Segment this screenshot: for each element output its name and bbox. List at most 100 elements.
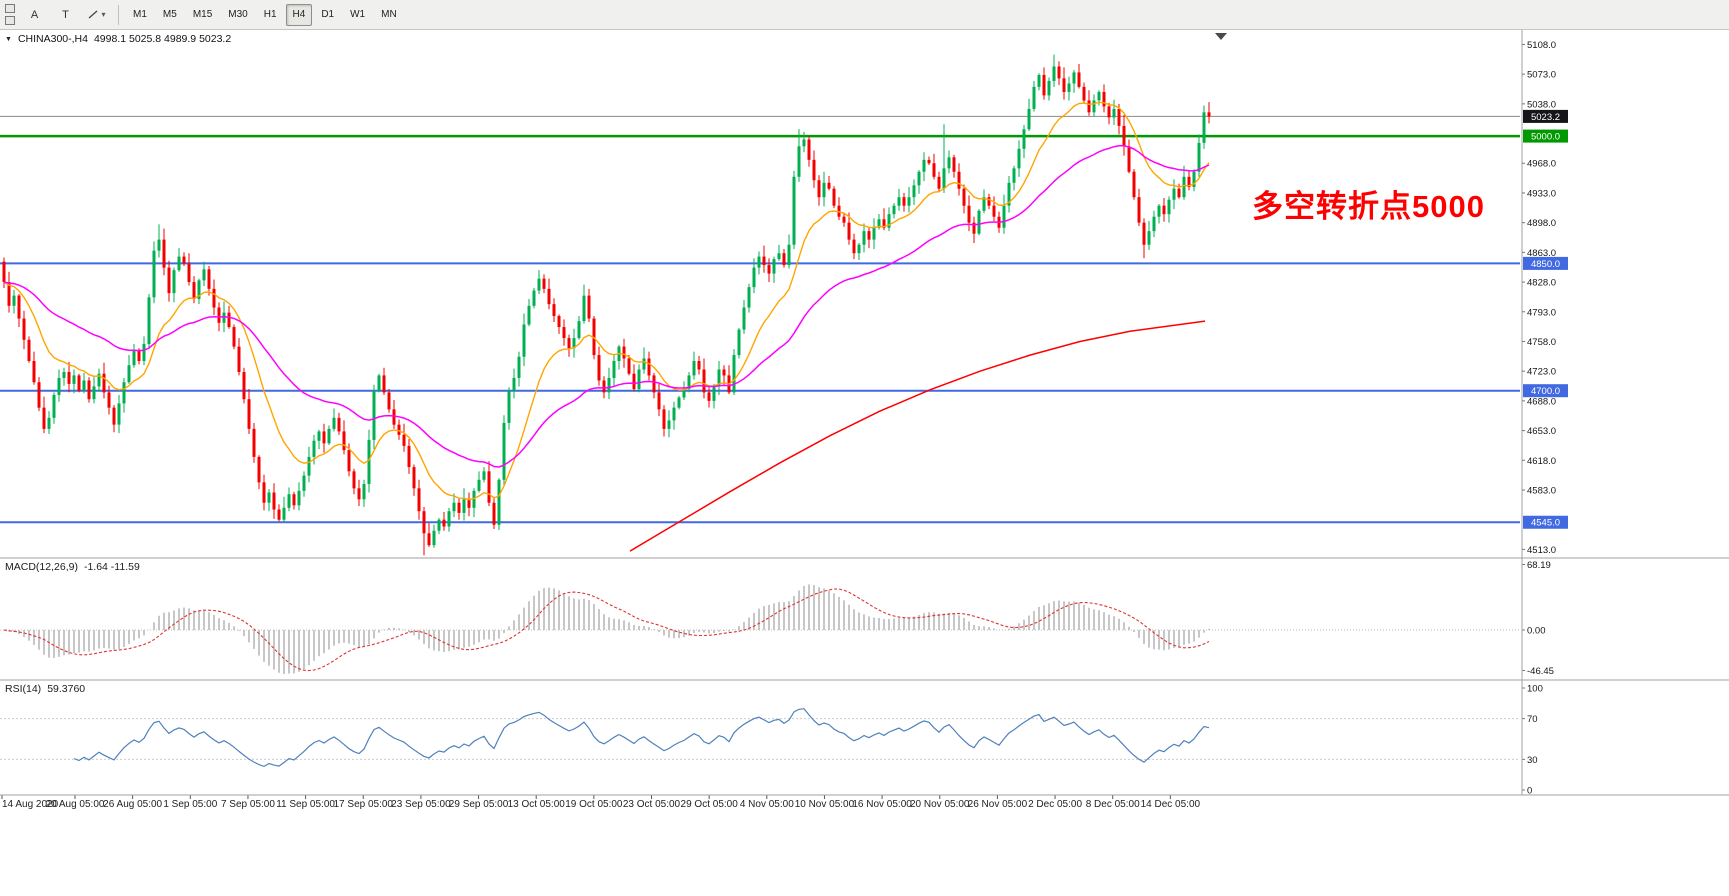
candles-layer xyxy=(2,54,1211,556)
rsi-indicator-label: RSI(14) 59.3760 xyxy=(5,683,85,695)
macd-indicator-label: MACD(12,26,9) -1.64 -11.59 xyxy=(5,561,140,573)
svg-text:14 Dec 05:00: 14 Dec 05:00 xyxy=(1141,799,1201,810)
svg-text:-46.45: -46.45 xyxy=(1527,666,1554,677)
svg-text:4513.0: 4513.0 xyxy=(1527,545,1556,556)
svg-text:5073.0: 5073.0 xyxy=(1527,70,1556,81)
text-tool-button[interactable]: T xyxy=(62,8,69,21)
top-toolbar: A T ▾ M1 M5 M15 M30 H1 H4 D1 W1 MN xyxy=(0,0,1729,30)
timeframe-button-m15[interactable]: M15 xyxy=(192,9,213,20)
svg-text:11 Sep 05:00: 11 Sep 05:00 xyxy=(276,799,335,810)
rsi-panel: 100 70 30 0 xyxy=(0,684,1543,797)
svg-text:100: 100 xyxy=(1527,684,1543,695)
moving-averages xyxy=(3,101,1210,552)
svg-text:8 Dec 05:00: 8 Dec 05:00 xyxy=(1086,799,1140,810)
svg-text:4793.0: 4793.0 xyxy=(1527,307,1556,318)
svg-text:20 Nov 05:00: 20 Nov 05:00 xyxy=(910,799,970,810)
timeframe-button-mn[interactable]: MN xyxy=(381,9,397,20)
draw-tool-button[interactable]: ▾ xyxy=(82,3,111,26)
chart-window-icon xyxy=(5,4,15,13)
timeframe-button-h4[interactable]: H4 xyxy=(285,3,313,26)
timeframe-button-m30[interactable]: M30 xyxy=(228,9,248,20)
price-badge-4545.0: 4545.0 xyxy=(1523,515,1568,529)
timeframe-button-h1[interactable]: H1 xyxy=(263,9,277,20)
rsi-name: RSI(14) xyxy=(5,683,42,695)
rsi-value: 59.3760 xyxy=(47,683,86,695)
svg-text:4933.0: 4933.0 xyxy=(1527,188,1556,199)
long-ma-line xyxy=(629,320,1206,552)
price-badge-4850.0: 4850.0 xyxy=(1523,256,1568,270)
chart-title: ▼ CHINA300-,H4 4998.1 5025.8 4989.9 5023… xyxy=(5,33,231,45)
svg-text:4850.0: 4850.0 xyxy=(1531,259,1560,270)
macd-name: MACD(12,26,9) xyxy=(5,561,78,573)
trendline-icon xyxy=(89,10,98,19)
svg-text:4898.0: 4898.0 xyxy=(1527,218,1556,229)
price-badge-4700.0: 4700.0 xyxy=(1523,384,1568,398)
svg-text:4583.0: 4583.0 xyxy=(1527,485,1556,496)
caret-down-icon: ▾ xyxy=(101,10,106,19)
symbol-period-label: CHINA300-,H4 xyxy=(17,33,88,45)
svg-text:10 Nov 05:00: 10 Nov 05:00 xyxy=(795,799,855,810)
svg-text:14 Aug 2020: 14 Aug 2020 xyxy=(2,799,59,810)
price-badge-5000.0: 5000.0 xyxy=(1523,129,1568,143)
price-axis: 5108.0 5073.0 5038.0 4968.0 4933.0 4898.0 4863… xyxy=(1522,40,1556,556)
timeframe-button-d1[interactable]: D1 xyxy=(321,9,335,20)
svg-text:20 Aug 05:00: 20 Aug 05:00 xyxy=(46,799,105,810)
svg-text:5038.0: 5038.0 xyxy=(1527,99,1556,110)
svg-text:17 Sep 05:00: 17 Sep 05:00 xyxy=(334,799,394,810)
svg-text:5000.0: 5000.0 xyxy=(1531,132,1560,143)
svg-text:7 Sep 05:00: 7 Sep 05:00 xyxy=(221,799,275,810)
svg-text:26 Aug 05:00: 26 Aug 05:00 xyxy=(103,799,162,810)
svg-text:0.00: 0.00 xyxy=(1527,626,1546,637)
svg-text:23 Sep 05:00: 23 Sep 05:00 xyxy=(391,799,451,810)
fast-ma-line xyxy=(3,101,1210,501)
svg-text:4545.0: 4545.0 xyxy=(1531,518,1560,529)
timeframe-button-m1[interactable]: M1 xyxy=(133,9,147,20)
svg-text:23 Oct 05:00: 23 Oct 05:00 xyxy=(623,799,681,810)
chart-shift-marker-icon xyxy=(1215,33,1227,40)
ohlc-values: 4998.1 5025.8 4989.9 5023.2 xyxy=(93,33,232,45)
price-level-lines xyxy=(0,134,1520,524)
svg-text:16 Nov 05:00: 16 Nov 05:00 xyxy=(852,799,912,810)
chart-menu-icon[interactable]: ▼ xyxy=(5,35,12,43)
svg-text:0: 0 xyxy=(1527,786,1532,797)
svg-text:1 Sep 05:00: 1 Sep 05:00 xyxy=(163,799,217,810)
cursor-tool-button[interactable]: A xyxy=(30,8,39,21)
macd-signal-line xyxy=(3,588,1210,672)
svg-text:19 Oct 05:00: 19 Oct 05:00 xyxy=(565,799,623,810)
svg-text:4700.0: 4700.0 xyxy=(1531,386,1560,397)
timeframe-button-w1[interactable]: W1 xyxy=(350,9,366,20)
svg-text:4968.0: 4968.0 xyxy=(1527,159,1556,170)
panel-separators xyxy=(0,30,1729,796)
svg-text:26 Nov 05:00: 26 Nov 05:00 xyxy=(968,799,1028,810)
macd-panel: 68.19 0.00 -46.45 xyxy=(0,560,1554,677)
annotation-text: 多空转折点5000 xyxy=(1252,189,1485,224)
svg-text:2 Dec 05:00: 2 Dec 05:00 xyxy=(1028,799,1082,810)
macd-values: -1.64 -11.59 xyxy=(83,561,140,573)
svg-text:4723.0: 4723.0 xyxy=(1527,367,1556,378)
svg-text:4863.0: 4863.0 xyxy=(1527,248,1556,259)
svg-text:68.19: 68.19 xyxy=(1527,560,1551,571)
svg-text:30: 30 xyxy=(1527,755,1538,766)
chart-markers xyxy=(1215,33,1227,40)
svg-text:29 Oct 05:00: 29 Oct 05:00 xyxy=(681,799,739,810)
bid-price-badge: 5023.2 xyxy=(1523,109,1568,123)
svg-text:4653.0: 4653.0 xyxy=(1527,426,1556,437)
svg-text:70: 70 xyxy=(1527,714,1538,725)
svg-text:13 Oct 05:00: 13 Oct 05:00 xyxy=(508,799,566,810)
docked-toolbar-icons[interactable] xyxy=(2,4,18,25)
slow-ma-line xyxy=(3,145,1210,468)
toolbar-separator xyxy=(118,4,119,25)
svg-text:5023.2: 5023.2 xyxy=(1531,112,1560,123)
price-axis-badges: 5000.0 4850.0 4700.0 4545.0 5023.2 xyxy=(1523,109,1568,529)
svg-text:29 Sep 05:00: 29 Sep 05:00 xyxy=(449,799,509,810)
svg-text:5108.0: 5108.0 xyxy=(1527,40,1556,51)
svg-text:4 Nov 05:00: 4 Nov 05:00 xyxy=(740,799,794,810)
svg-text:4688.0: 4688.0 xyxy=(1527,396,1556,407)
svg-text:4828.0: 4828.0 xyxy=(1527,278,1556,289)
rsi-line xyxy=(73,708,1210,768)
timeframe-button-m5[interactable]: M5 xyxy=(162,9,177,20)
svg-text:4758.0: 4758.0 xyxy=(1527,337,1556,348)
svg-text:4618.0: 4618.0 xyxy=(1527,456,1556,467)
